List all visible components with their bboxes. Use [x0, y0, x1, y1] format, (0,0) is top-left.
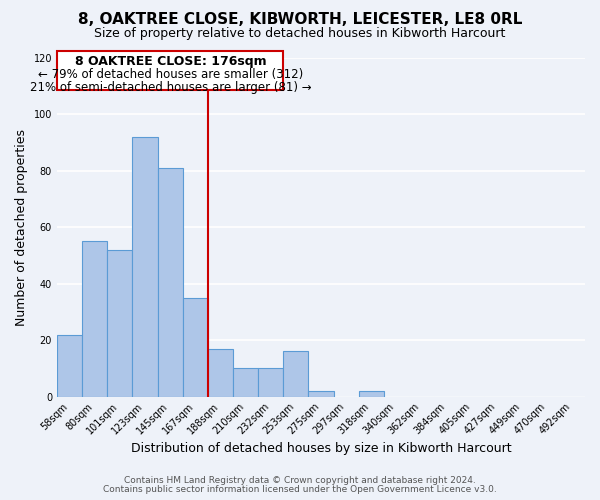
- Bar: [133, 137, 158, 396]
- Bar: [258, 368, 283, 396]
- Text: 8 OAKTREE CLOSE: 176sqm: 8 OAKTREE CLOSE: 176sqm: [74, 55, 266, 68]
- Bar: [233, 368, 258, 396]
- Bar: [158, 168, 182, 396]
- Bar: [82, 242, 107, 396]
- Text: ← 79% of detached houses are smaller (312): ← 79% of detached houses are smaller (31…: [38, 68, 303, 81]
- Y-axis label: Number of detached properties: Number of detached properties: [15, 129, 28, 326]
- Bar: [359, 391, 384, 396]
- Bar: [208, 348, 233, 397]
- Bar: [283, 352, 308, 397]
- Text: Contains HM Land Registry data © Crown copyright and database right 2024.: Contains HM Land Registry data © Crown c…: [124, 476, 476, 485]
- Text: Contains public sector information licensed under the Open Government Licence v3: Contains public sector information licen…: [103, 485, 497, 494]
- X-axis label: Distribution of detached houses by size in Kibworth Harcourt: Distribution of detached houses by size …: [131, 442, 511, 455]
- Text: Size of property relative to detached houses in Kibworth Harcourt: Size of property relative to detached ho…: [94, 28, 506, 40]
- Text: 21% of semi-detached houses are larger (81) →: 21% of semi-detached houses are larger (…: [29, 80, 311, 94]
- Bar: [107, 250, 133, 396]
- FancyBboxPatch shape: [58, 51, 283, 90]
- Text: 8, OAKTREE CLOSE, KIBWORTH, LEICESTER, LE8 0RL: 8, OAKTREE CLOSE, KIBWORTH, LEICESTER, L…: [78, 12, 522, 28]
- Bar: [182, 298, 208, 396]
- Bar: [57, 334, 82, 396]
- Bar: [308, 391, 334, 396]
